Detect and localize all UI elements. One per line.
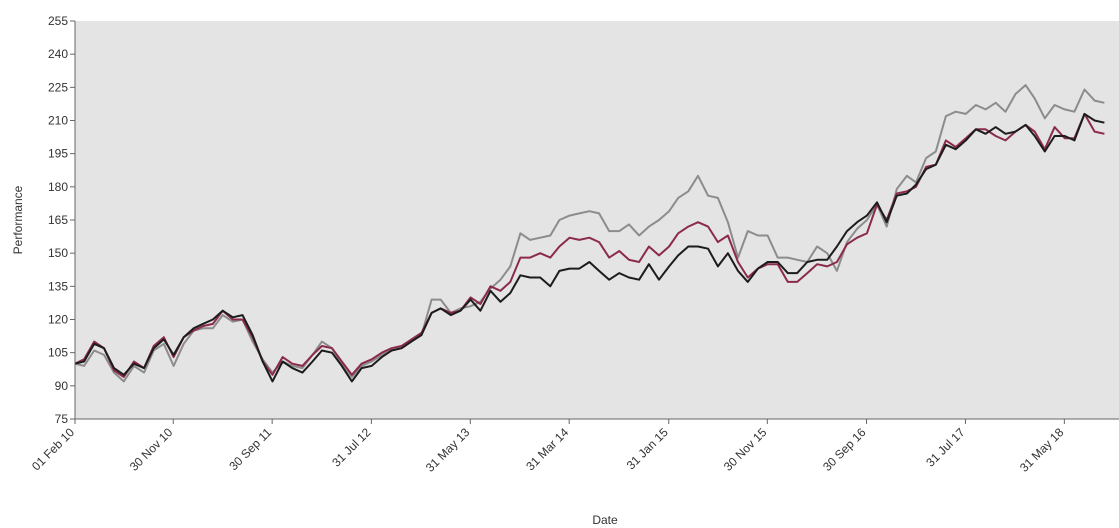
- x-tick-label: 31 May 18: [1017, 425, 1067, 475]
- y-tick-label: 150: [48, 246, 68, 260]
- y-tick-label: 255: [48, 14, 68, 28]
- y-tick-label: 240: [48, 47, 68, 61]
- x-tick-label: 31 May 13: [423, 425, 473, 475]
- y-tick-label: 165: [48, 213, 68, 227]
- x-axis-ticks: 01 Feb 10 30 Nov 10 30 Sep 11 31 Jul 12 31 M…: [29, 419, 1067, 475]
- y-tick-label: 180: [48, 180, 68, 194]
- x-tick-label: 01 Feb 10: [29, 425, 77, 473]
- y-axis-ticks: 75 90 105 120 135 150 165 180 195 210 225 240 255: [48, 14, 75, 426]
- series-layer: [74, 84, 1105, 383]
- x-tick-label: 31 Jul 12: [329, 425, 374, 470]
- x-tick-label: 30 Sep 16: [820, 425, 869, 474]
- y-tick-label: 90: [55, 379, 69, 393]
- x-tick-label: 30 Sep 11: [226, 425, 274, 473]
- plot-background: [75, 21, 1119, 419]
- y-tick-label: 210: [48, 114, 68, 128]
- series-line-3: [74, 112, 1105, 383]
- x-tick-label: 30 Nov 15: [721, 425, 770, 474]
- x-tick-label: 30 Nov 10: [127, 425, 176, 474]
- y-tick-label: 120: [48, 313, 68, 327]
- x-tick-label: 31 Mar 14: [523, 425, 571, 473]
- x-tick-label: 31 Jan 15: [624, 425, 671, 472]
- x-tick-label: 31 Jul 17: [923, 425, 968, 470]
- y-tick-label: 225: [48, 80, 68, 94]
- y-tick-label: 195: [48, 147, 68, 161]
- y-axis-title: Performance: [11, 185, 25, 254]
- y-tick-label: 135: [48, 279, 68, 293]
- y-tick-label: 105: [48, 346, 68, 360]
- y-tick-label: 75: [55, 412, 69, 426]
- x-axis-title: Date: [592, 513, 618, 527]
